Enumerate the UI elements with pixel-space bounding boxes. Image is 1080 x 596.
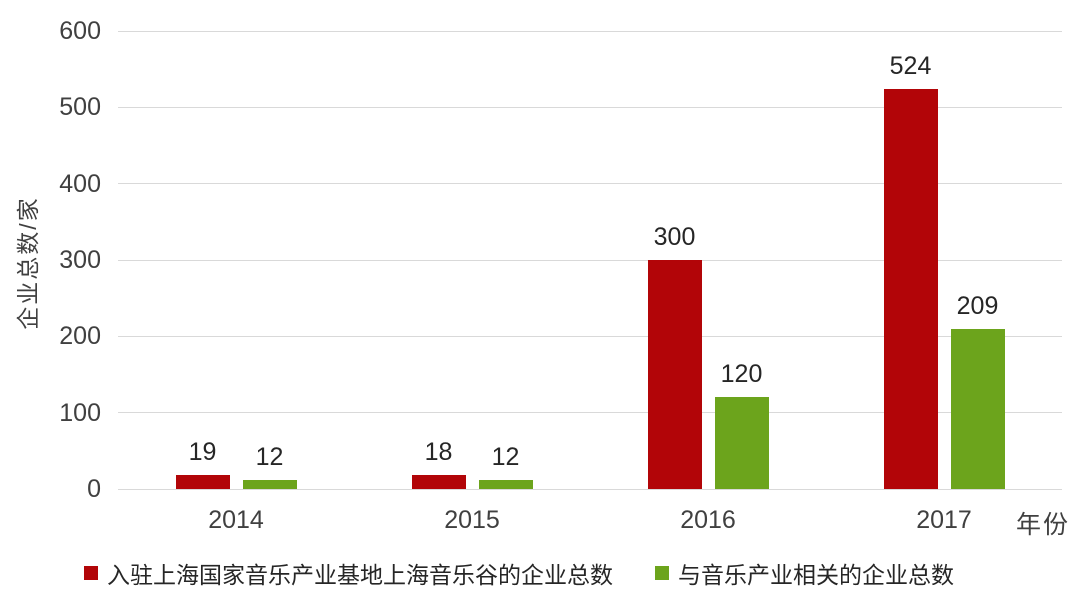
y-tick-label: 400 (59, 169, 101, 198)
bar (714, 397, 769, 489)
value-label: 209 (956, 292, 999, 321)
bar (175, 474, 230, 489)
x-axis-title: 年份 (1015, 511, 1070, 539)
gridline (118, 183, 1062, 185)
category-label: 2015 (444, 506, 500, 534)
bar (883, 89, 938, 489)
legend-item: 入驻上海国家音乐产业基地上海音乐谷的企业总数 (84, 556, 613, 590)
value-label: 12 (255, 442, 284, 471)
value-label: 12 (491, 442, 520, 471)
gridline (118, 335, 1062, 337)
category-label: 2014 (208, 506, 264, 534)
legend: 入驻上海国家音乐产业基地上海音乐谷的企业总数 与音乐产业相关的企业总数 (84, 556, 954, 590)
gridline (118, 488, 1062, 490)
value-label: 18 (424, 438, 453, 467)
bar (478, 479, 533, 489)
y-tick-label: 600 (59, 17, 101, 45)
value-label: 300 (653, 223, 696, 251)
gridline (118, 30, 1062, 32)
category-label: 2017 (916, 506, 972, 534)
gridline (118, 259, 1062, 261)
legend-label: 入驻上海国家音乐产业基地上海音乐谷的企业总数 (107, 562, 613, 588)
value-label: 19 (188, 437, 217, 466)
legend-swatch (84, 566, 98, 580)
y-tick-label: 100 (59, 398, 101, 427)
y-tick-label: 300 (59, 246, 101, 274)
bar (950, 329, 1005, 489)
legend-label: 与音乐产业相关的企业总数 (678, 562, 954, 588)
category-label: 2016 (680, 506, 736, 534)
gridline (118, 106, 1062, 108)
y-tick-label: 0 (87, 475, 101, 503)
bar (647, 260, 702, 489)
bar (411, 475, 466, 489)
legend-swatch (655, 566, 669, 580)
value-label: 524 (889, 52, 932, 81)
gridline (118, 412, 1062, 414)
bar (242, 479, 297, 489)
value-label: 120 (720, 360, 763, 389)
legend-item: 与音乐产业相关的企业总数 (655, 556, 954, 590)
plot-area: 0 100 200 300 400 500 600 2014 19 12 2015 18 12 2016 3… (59, 18, 1062, 534)
y-tick-label: 500 (59, 93, 101, 122)
y-tick-label: 200 (59, 322, 101, 351)
